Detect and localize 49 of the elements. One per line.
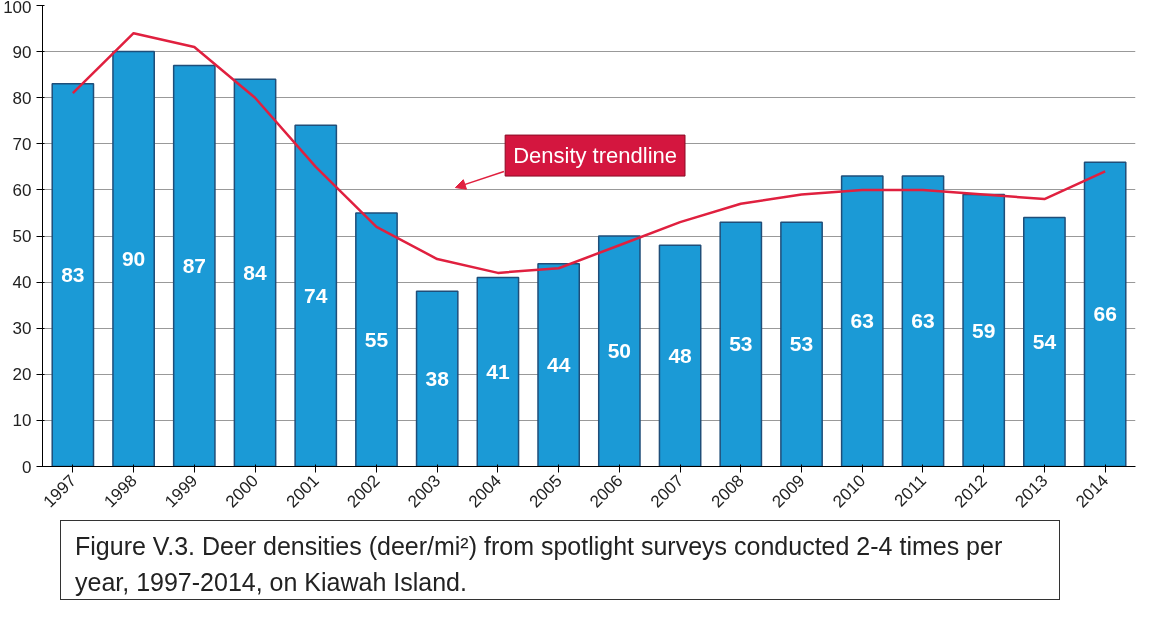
y-tick-label: 10 [12, 411, 32, 431]
y-tick-label: 70 [12, 134, 32, 154]
bar [355, 212, 398, 467]
y-tick-label: 60 [12, 180, 32, 200]
data-label: 87 [182, 253, 206, 277]
data-label: 59 [972, 318, 996, 342]
y-tick-label: 100 [3, 0, 32, 17]
data-label: 53 [729, 332, 753, 356]
bar [901, 175, 945, 467]
bar [840, 175, 884, 467]
data-label: 44 [546, 353, 571, 377]
bar [172, 64, 216, 467]
y-tick-label: 50 [12, 227, 32, 246]
annotation: Density trendline [513, 143, 678, 169]
data-label: 53 [789, 332, 814, 356]
bar [597, 235, 641, 467]
data-label: 55 [364, 327, 389, 351]
bar [962, 193, 1006, 467]
data-label: 38 [425, 366, 450, 390]
bar [719, 221, 763, 467]
bar [294, 124, 338, 467]
data-label: 66 [1093, 302, 1117, 326]
data-label: 63 [850, 309, 874, 333]
y-tick-label: 40 [12, 273, 32, 293]
bar [1083, 161, 1127, 467]
bar [1023, 216, 1066, 467]
bar [415, 290, 459, 467]
data-label: 54 [1032, 330, 1057, 354]
bar [537, 262, 581, 467]
bar [51, 83, 95, 467]
y-tick-label: 90 [12, 42, 32, 62]
bar [658, 244, 702, 467]
bar [780, 221, 823, 467]
data-label: 48 [668, 343, 693, 367]
y-tick-label: 30 [12, 319, 32, 339]
data-label: 41 [486, 359, 510, 383]
data-label: 74 [304, 283, 328, 307]
data-label: 84 [243, 260, 268, 284]
data-label: 90 [121, 247, 146, 271]
data-label: 50 [607, 339, 632, 363]
y-tick-label: 0 [22, 457, 32, 477]
text: Figure V.3. Deer densities (deer/mi²) from spotlight surveys conducted 2-4 times per year, 1997-2014, on Kiawah Island. [75, 531, 1004, 598]
data-label: 83 [61, 263, 85, 287]
bar [476, 276, 520, 467]
bar [112, 50, 155, 467]
bar [233, 78, 277, 467]
y-tick-label: 20 [12, 365, 32, 385]
data-label: 63 [911, 309, 935, 333]
y-tick-label: 80 [12, 88, 32, 108]
